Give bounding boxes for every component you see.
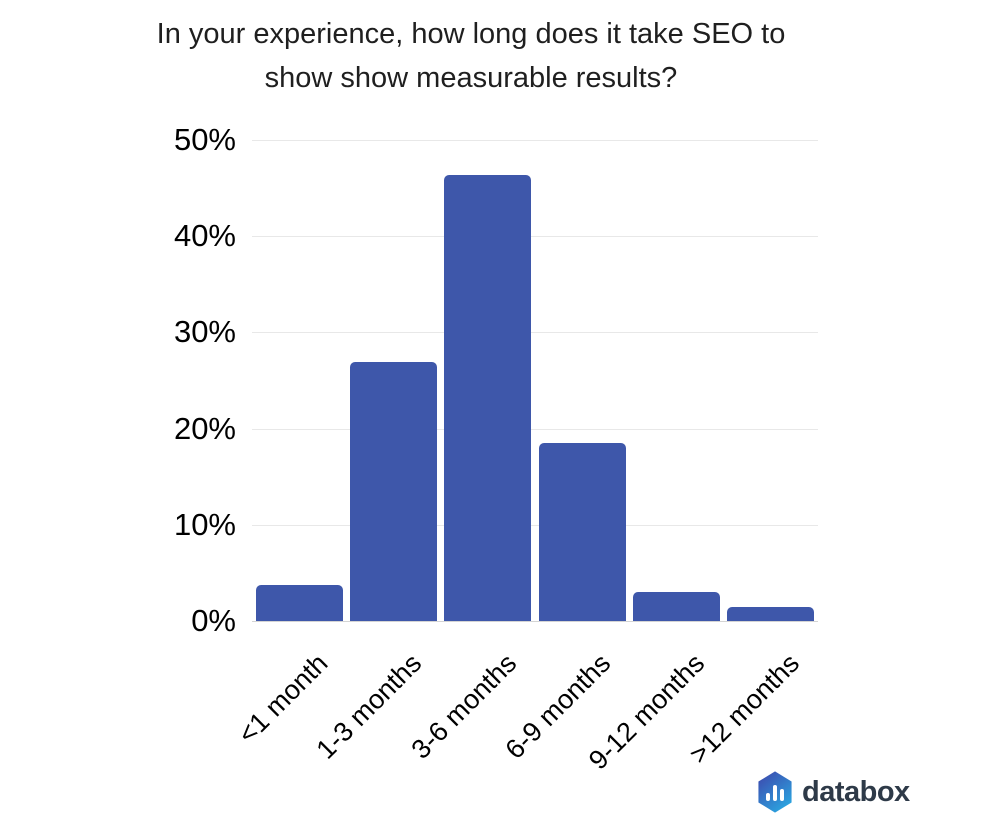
x-tick-slot: 1-3 months [311, 624, 440, 799]
x-tick-slot: <1 month [232, 624, 346, 799]
plot-area [252, 140, 818, 622]
y-tick-label: 50% [173, 122, 236, 157]
bar-1-3-months [350, 362, 437, 621]
chart-title: In your experience, how long does it tak… [0, 12, 942, 100]
x-axis-labels: <1 month 1-3 months 3-6 months 6-9 months 9-… [232, 624, 818, 799]
gridline [252, 140, 818, 141]
x-axis-line [252, 621, 818, 622]
databox-hexagon-icon [758, 771, 792, 813]
y-tick-label: 10% [173, 506, 236, 542]
bar-6-9-months [538, 443, 626, 621]
bar-slot [535, 140, 629, 621]
x-tick-slot: 9-12 months [583, 624, 723, 799]
bar-1-month [255, 585, 343, 621]
y-tick-label: 20% [173, 410, 236, 446]
databox-logo: databox [757, 771, 910, 813]
y-tick-label: 0% [191, 603, 236, 638]
bar-9-12-months [633, 592, 720, 621]
x-tick-slot: 3-6 months [405, 624, 535, 799]
bar-slot [724, 140, 818, 621]
chart-title-line-1: In your experience, how long does it tak… [156, 18, 786, 50]
bar-3-6-months [444, 174, 532, 621]
brand-text: databox [802, 775, 910, 808]
gridline [252, 332, 818, 334]
bar-slot [629, 140, 723, 621]
chart-title-line-2: show show measurable results? [264, 62, 678, 94]
bar-slot [346, 140, 440, 621]
bar-slot [252, 140, 346, 621]
bar-12-months [727, 606, 815, 621]
y-axis-labels: 50% 40% 30% 20% 10% 0% [96, 122, 236, 638]
y-tick-label: 40% [173, 218, 236, 254]
gridline [252, 428, 818, 430]
gridline [252, 236, 818, 238]
gridline [252, 524, 818, 526]
y-tick-label: 30% [173, 314, 236, 350]
bar-slot [441, 140, 535, 621]
x-tick-slot: 6-9 months [500, 624, 629, 799]
bar-chart-icon [758, 771, 791, 812]
bars [252, 140, 818, 621]
